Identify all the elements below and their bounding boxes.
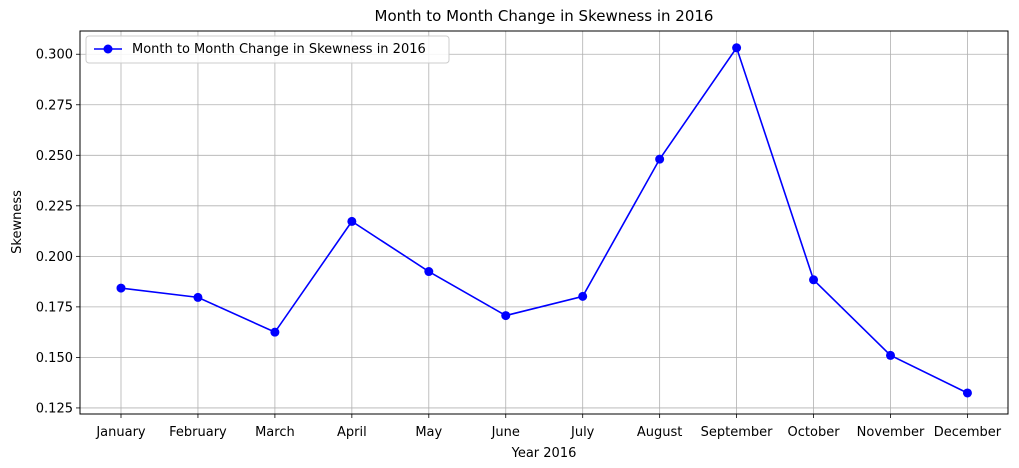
legend-box <box>85 35 450 64</box>
data-point <box>501 311 511 321</box>
x-tick-label: June <box>491 425 520 440</box>
data-point <box>578 291 588 301</box>
y-tick-label: 0.300 <box>36 48 73 63</box>
x-tick-label: April <box>337 425 367 440</box>
x-axis-title: Year 2016 <box>511 446 577 461</box>
data-point <box>424 267 434 277</box>
y-tick-label: 0.250 <box>36 149 73 164</box>
legend: Month to Month Change in Skewness in 201… <box>85 35 450 64</box>
x-tick-label: January <box>95 425 146 440</box>
y-tick-label: 0.175 <box>36 300 73 315</box>
data-point <box>655 154 665 164</box>
chart-title: Month to Month Change in Skewness in 201… <box>375 7 714 25</box>
y-tick-label: 0.275 <box>36 98 73 113</box>
data-point <box>809 275 819 285</box>
x-tick-label: September <box>701 425 774 440</box>
x-tick-label: October <box>788 425 841 440</box>
data-point <box>886 350 895 360</box>
data-point <box>116 283 126 293</box>
x-tick-label: August <box>637 425 683 440</box>
y-tick-label: 0.150 <box>36 351 73 366</box>
x-axis: January February March April May June July Augu… <box>95 414 1002 440</box>
plot-area-frame <box>79 30 1009 415</box>
x-tick-label: February <box>169 425 227 440</box>
y-axis-title: Skewness <box>10 190 25 254</box>
y-tick-label: 0.200 <box>36 250 73 265</box>
series-line <box>120 46 968 394</box>
data-point <box>193 292 203 302</box>
x-tick-label: May <box>415 425 442 440</box>
data-point <box>270 327 280 337</box>
x-tick-label: November <box>857 425 925 440</box>
x-tick-label: March <box>255 425 295 440</box>
y-tick-label: 0.225 <box>36 199 73 214</box>
x-tick-label: December <box>934 425 1002 440</box>
data-point <box>732 43 742 53</box>
legend-marker-swatch <box>103 44 113 54</box>
x-tick-label: July <box>570 425 595 440</box>
data-point <box>347 216 357 226</box>
y-axis: 0.125 0.150 0.175 0.200 0.225 0.250 0.275 0.300 <box>36 48 80 416</box>
legend-label: Month to Month Change in Skewness in 201… <box>132 42 426 57</box>
grid-lines <box>80 31 1008 414</box>
data-point <box>962 388 972 398</box>
data-series <box>116 43 972 398</box>
y-tick-label: 0.125 <box>36 401 73 416</box>
